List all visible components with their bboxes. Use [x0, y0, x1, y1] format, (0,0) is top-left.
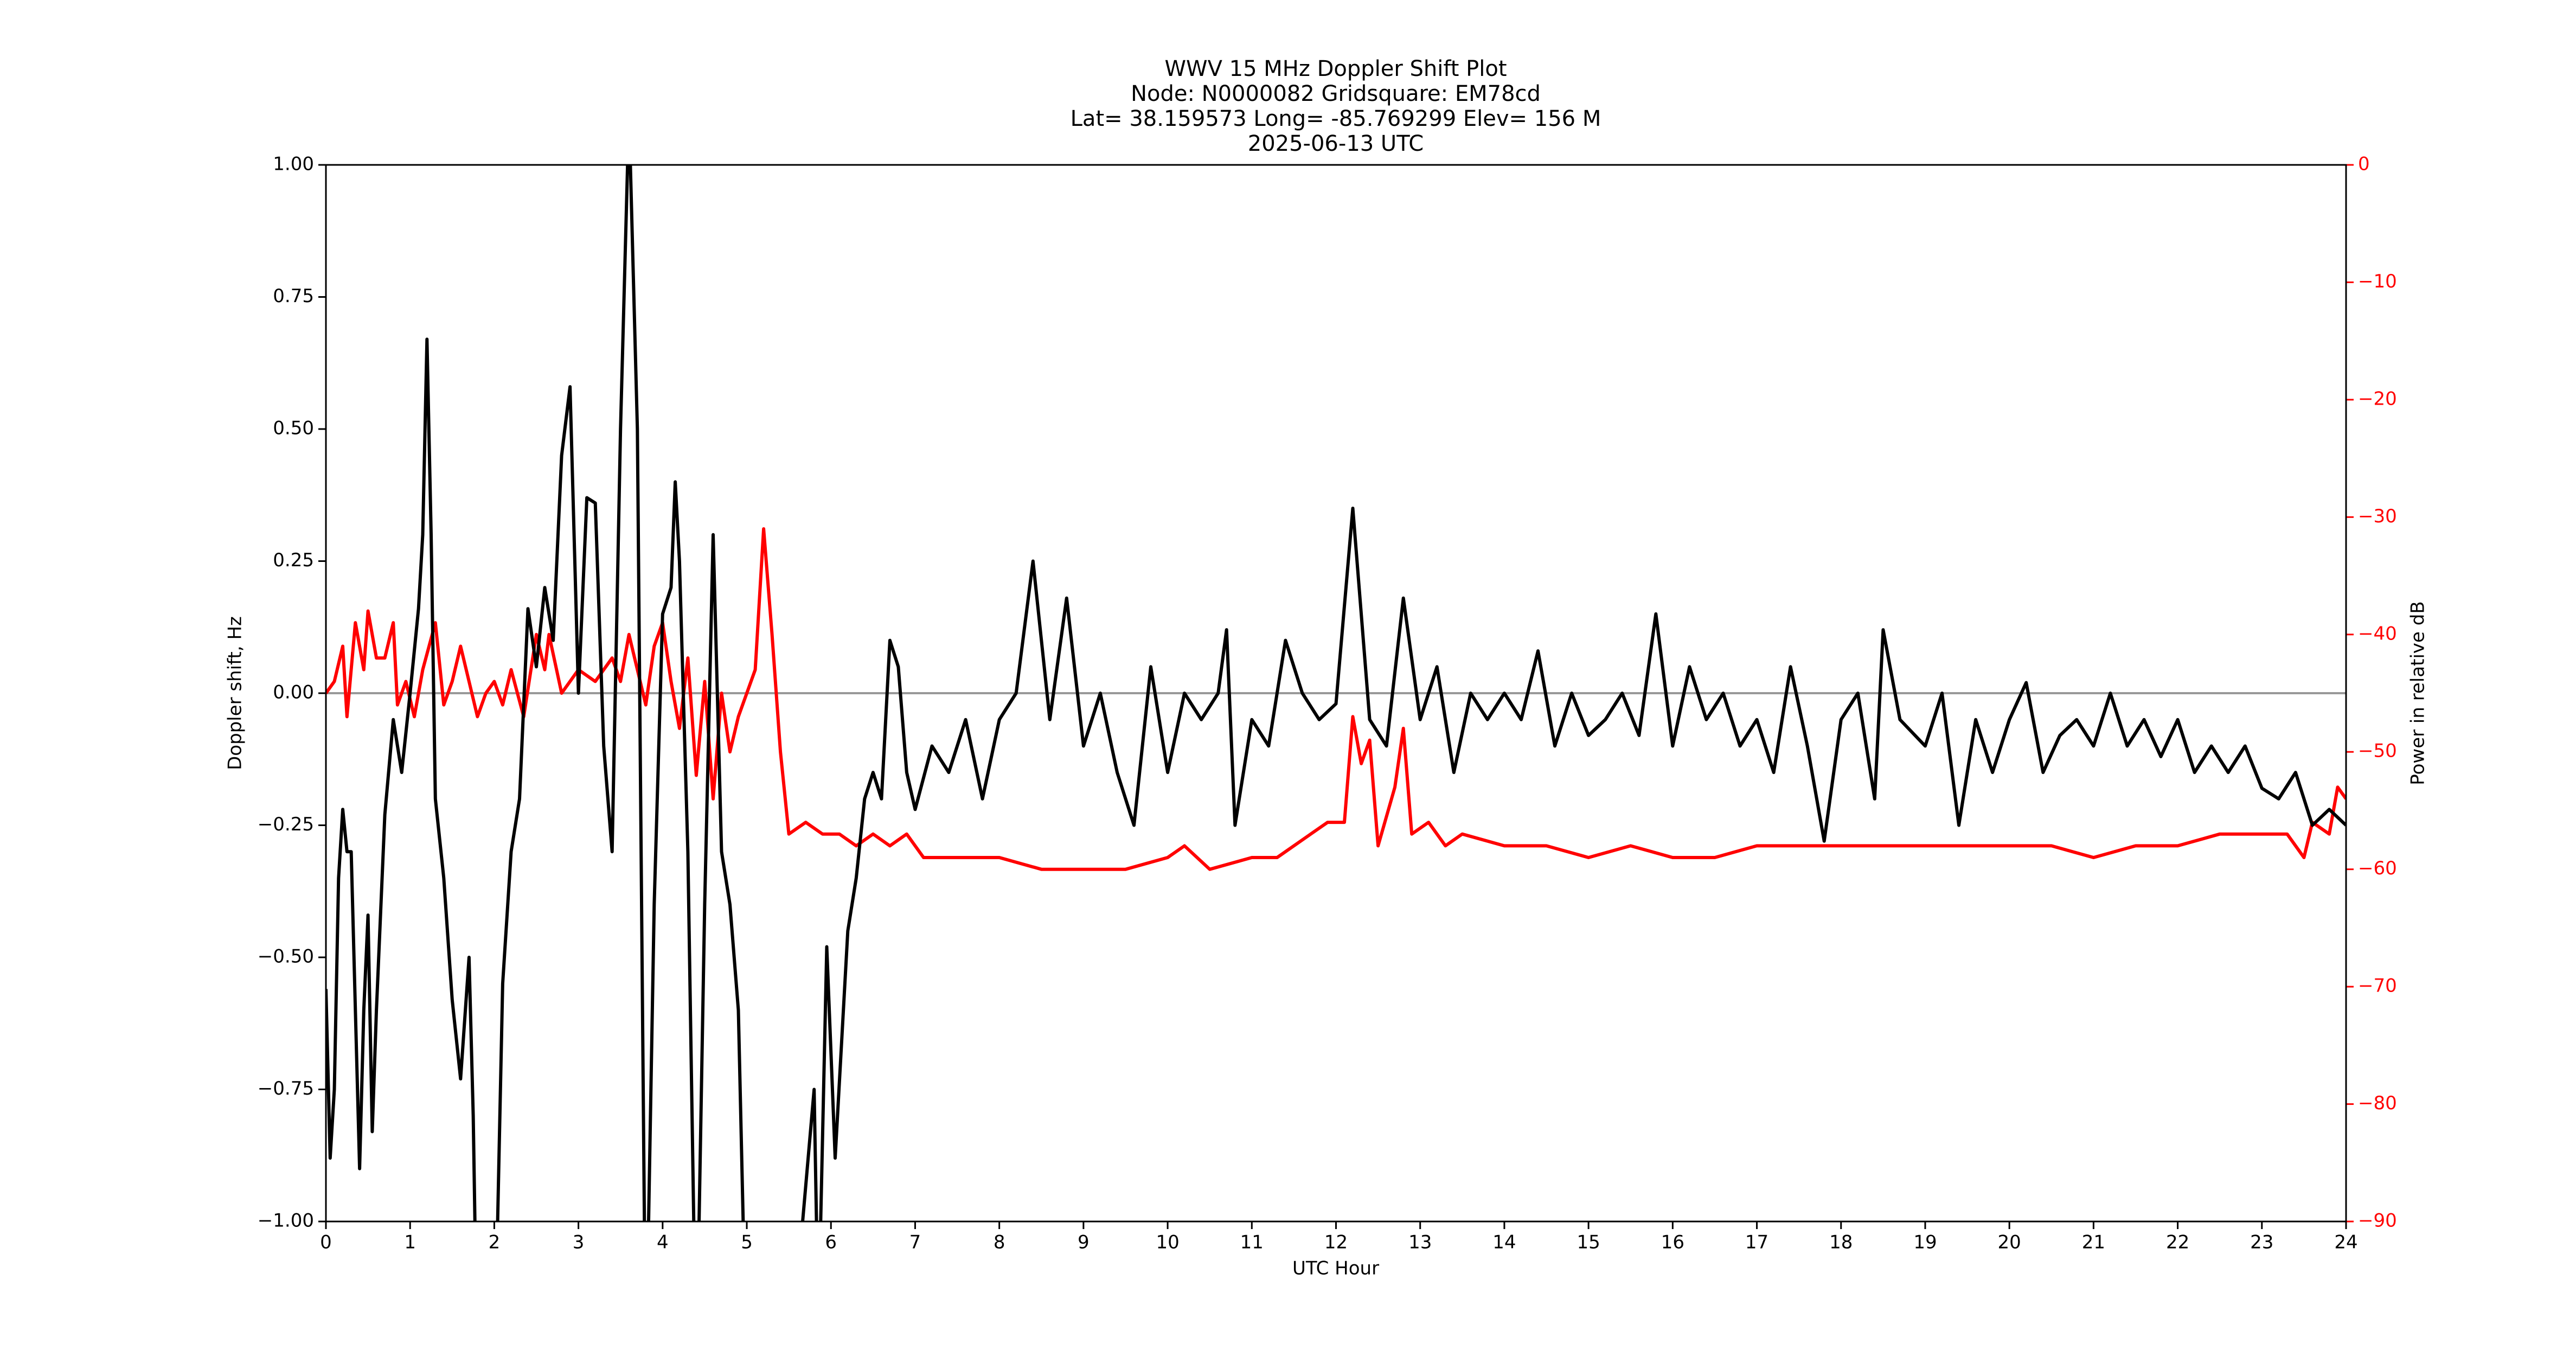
- x-tick-label: 19: [1913, 1232, 1937, 1253]
- x-tick-label: 13: [1408, 1232, 1432, 1253]
- y2-axis-label: Power in relative dB: [2407, 601, 2429, 785]
- x-tick-label: 22: [2166, 1232, 2189, 1253]
- y2-tick-label: −50: [2358, 740, 2397, 762]
- chart-title: Lat= 38.159573 Long= -85.769299 Elev= 15…: [1071, 106, 1601, 131]
- x-tick-label: 8: [994, 1232, 1005, 1253]
- x-tick-label: 7: [909, 1232, 921, 1253]
- y-tick-label: 1.00: [273, 153, 314, 175]
- y-tick-label: 0.50: [273, 418, 314, 439]
- x-tick-label: 1: [404, 1232, 416, 1253]
- x-tick-label: 23: [2250, 1232, 2273, 1253]
- x-tick-label: 15: [1577, 1232, 1600, 1253]
- x-tick-label: 12: [1324, 1232, 1348, 1253]
- x-tick-label: 0: [320, 1232, 332, 1253]
- x-tick-label: 2: [489, 1232, 501, 1253]
- x-tick-label: 24: [2334, 1232, 2357, 1253]
- y2-tick-label: 0: [2358, 153, 2370, 175]
- chart-title: 2025-06-13 UTC: [1248, 131, 1424, 156]
- y-tick-label: −1.00: [258, 1210, 314, 1232]
- y-tick-label: −0.75: [258, 1078, 314, 1099]
- x-axis-label: UTC Hour: [1292, 1258, 1379, 1280]
- y-axis-label: Doppler shift, Hz: [225, 616, 246, 770]
- y2-tick-label: −80: [2358, 1092, 2397, 1114]
- y2-tick-label: −90: [2358, 1210, 2397, 1232]
- x-tick-label: 6: [825, 1232, 837, 1253]
- chart-title: Node: N0000082 Gridsquare: EM78cd: [1131, 81, 1541, 106]
- y-tick-label: −0.50: [258, 946, 314, 968]
- chart-title: WWV 15 MHz Doppler Shift Plot: [1164, 56, 1507, 81]
- y-tick-label: 0.25: [273, 549, 314, 571]
- y-tick-label: −0.25: [258, 814, 314, 835]
- x-tick-label: 9: [1078, 1232, 1090, 1253]
- plot-area: [326, 165, 2346, 1221]
- y2-tick-label: −20: [2358, 388, 2397, 410]
- x-tick-label: 10: [1156, 1232, 1179, 1253]
- x-tick-label: 18: [1829, 1232, 1853, 1253]
- y2-tick-label: −10: [2358, 271, 2397, 292]
- x-tick-label: 21: [2082, 1232, 2105, 1253]
- x-tick-label: 14: [1492, 1232, 1516, 1253]
- x-tick-label: 17: [1745, 1232, 1768, 1253]
- x-tick-label: 20: [1998, 1232, 2021, 1253]
- series-line: [326, 165, 2346, 1221]
- x-tick-label: 16: [1661, 1232, 1684, 1253]
- y-tick-label: 0.00: [273, 682, 314, 703]
- series-line: [326, 527, 2346, 871]
- y2-tick-label: −70: [2358, 975, 2397, 997]
- x-tick-label: 3: [573, 1232, 585, 1253]
- y2-tick-label: −60: [2358, 858, 2397, 879]
- x-tick-label: 4: [657, 1232, 669, 1253]
- plot-frame: [325, 164, 2347, 1223]
- y2-tick-label: −40: [2358, 623, 2397, 644]
- y-tick-label: 0.75: [273, 285, 314, 307]
- x-tick-label: 5: [741, 1232, 753, 1253]
- x-tick-label: 11: [1240, 1232, 1264, 1253]
- y2-tick-label: −30: [2358, 506, 2397, 527]
